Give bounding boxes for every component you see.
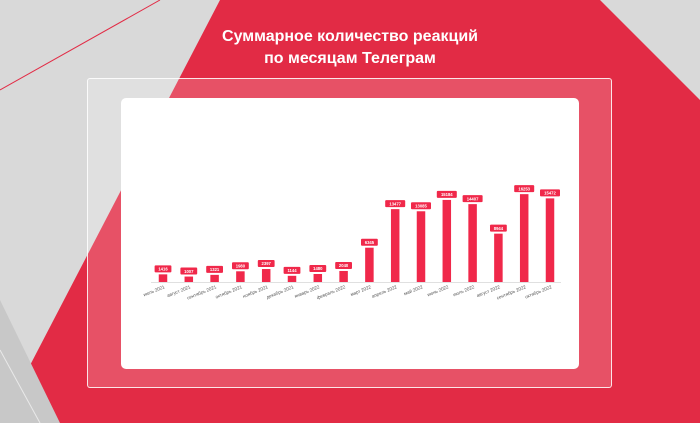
bar (158, 274, 168, 282)
bar (519, 194, 529, 282)
data-label-bg (411, 202, 431, 210)
data-label-bg (490, 224, 507, 232)
background-gray-corner-right (610, 0, 700, 90)
x-tick-label: декабрь 2021 (266, 284, 295, 300)
x-tick-label: сентябрь 2022 (496, 284, 527, 300)
data-label: 1321 (210, 267, 220, 272)
bar (416, 211, 426, 282)
background-gray-wedge-bottom (0, 300, 60, 423)
bar (494, 233, 503, 282)
data-label: 2040 (339, 263, 349, 268)
data-label: 1007 (184, 269, 194, 274)
data-label-bg (436, 190, 457, 198)
bar (313, 274, 323, 282)
data-label-bg (462, 195, 483, 203)
page-title-line-2: по месяцам Телеграм (264, 50, 436, 67)
data-label: 6345 (365, 240, 375, 245)
page-title-line-1: Суммарное количество реакций (222, 28, 478, 45)
data-label-bg (309, 265, 327, 272)
data-label: 1480 (313, 266, 323, 271)
x-tick-label: апрель 2022 (371, 284, 398, 299)
bar (468, 204, 477, 282)
data-label: 1980 (236, 263, 246, 268)
data-label-bg (257, 260, 275, 268)
data-label-bg (232, 262, 249, 270)
x-tick-label: май 2022 (403, 283, 424, 296)
chart-card: 1416 июль 2021 1007 август 2021 1321 сентябрь… (121, 98, 579, 369)
x-tick-label: октябрь 2021 (215, 284, 244, 299)
background-diagonal-line-2 (0, 349, 41, 423)
x-tick-label: сентябрь 2021 (186, 284, 217, 300)
data-label-bg (540, 189, 560, 197)
bar (339, 270, 348, 282)
bar (184, 276, 194, 282)
bar (545, 198, 555, 282)
x-tick-label: ноябрь 2021 (242, 284, 269, 299)
x-tick-label: февраль 2022 (316, 284, 347, 300)
data-label-bg (283, 266, 301, 274)
data-label-bg (206, 265, 223, 273)
bar (442, 199, 452, 282)
data-label: 15472 (544, 191, 556, 196)
bar (261, 269, 271, 282)
bar (390, 209, 400, 282)
bar (210, 274, 219, 282)
bar (236, 271, 245, 282)
x-tick-label: октябрь 2022 (524, 284, 553, 299)
data-label: 2397 (262, 261, 272, 266)
data-label-bg (361, 238, 378, 246)
data-label: 14407 (467, 196, 479, 201)
x-tick-label: июль 2021 (143, 284, 166, 297)
data-label-bg (154, 265, 172, 273)
data-label-bg (514, 185, 535, 193)
x-tick-label: июнь 2022 (426, 284, 449, 297)
data-label: 13085 (415, 203, 427, 208)
data-label: 8944 (494, 226, 504, 231)
data-label-bg (335, 261, 352, 269)
data-label: 1416 (158, 267, 168, 272)
background-diagonal-line (0, 0, 161, 91)
bar (365, 247, 374, 282)
x-tick-label: март 2022 (350, 284, 372, 297)
x-tick-label: июль 2022 (452, 284, 475, 297)
data-label-bg (385, 200, 406, 208)
data-label: 15184 (441, 192, 453, 197)
data-label: 1144 (287, 268, 297, 273)
data-label: 13477 (389, 201, 401, 206)
bar (287, 275, 297, 282)
data-label: 16253 (518, 186, 530, 191)
data-label-bg (180, 267, 198, 275)
page-title: Суммарное количество реакций по месяцам … (0, 26, 700, 70)
